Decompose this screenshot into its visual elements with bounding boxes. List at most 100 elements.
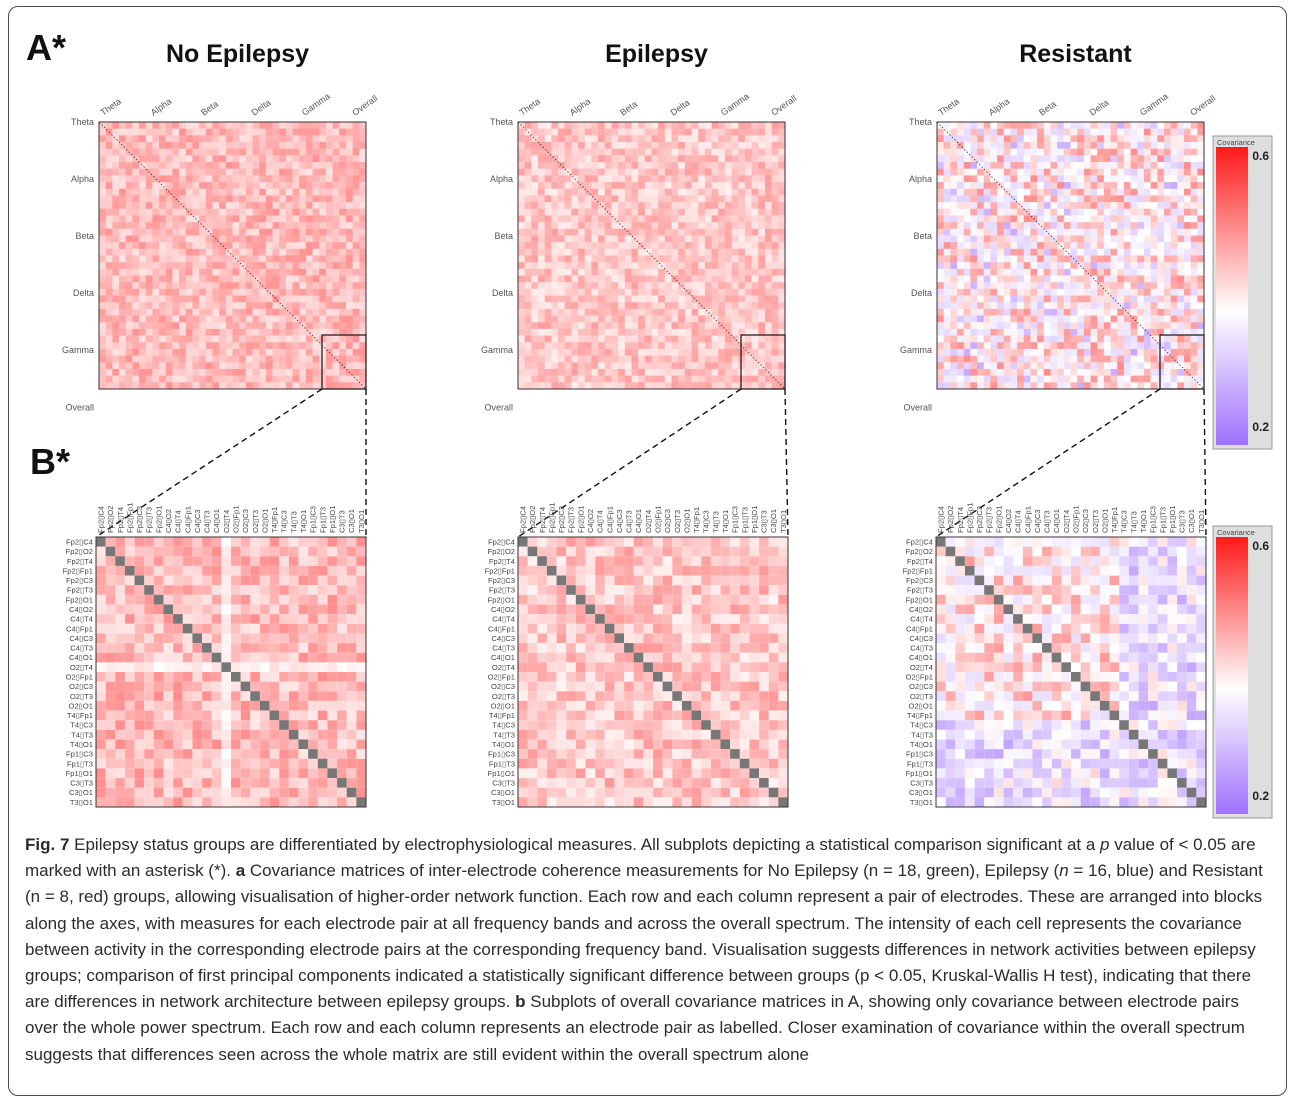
matrix-cell — [307, 575, 319, 586]
matrix-cell — [163, 575, 174, 586]
matrix-cell — [671, 342, 679, 350]
matrix-cell — [664, 355, 672, 363]
matrix-cell — [594, 681, 606, 692]
matrix-cell — [658, 375, 666, 383]
matrix-cell — [624, 348, 632, 356]
matrix-cell — [159, 262, 167, 270]
matrix-cell — [252, 375, 260, 383]
matrix-cell — [152, 308, 160, 316]
matrix-cell — [112, 228, 120, 236]
matrix-cell — [269, 585, 280, 596]
matrix-cell — [729, 652, 741, 663]
matrix-cell — [564, 328, 572, 336]
matrix-cell — [564, 262, 572, 270]
matrix-cell — [537, 691, 548, 702]
matrix-cell — [771, 342, 779, 350]
matrix-cell — [758, 594, 770, 605]
matrix-cell — [179, 208, 187, 216]
matrix-cell — [658, 168, 666, 176]
matrix-cell — [356, 604, 367, 615]
matrix-cell — [250, 768, 261, 779]
matrix-cell — [182, 681, 193, 692]
matrix-cell — [671, 142, 679, 149]
matrix-cell — [163, 758, 174, 769]
matrix-cell — [212, 328, 220, 336]
matrix-cell — [192, 575, 203, 586]
matrix-cell — [119, 202, 126, 210]
matrix-cell — [524, 348, 532, 356]
matrix-cell — [710, 642, 721, 654]
matrix-cell — [558, 122, 566, 129]
matrix-cell — [192, 135, 200, 143]
matrix-cell — [698, 168, 706, 176]
matrix-cell — [298, 642, 309, 654]
matrix-cell — [182, 556, 193, 567]
matrix-cell — [119, 368, 126, 376]
matrix-cell — [564, 268, 572, 276]
matrix-cell — [584, 308, 592, 316]
matrix-cell — [558, 162, 566, 170]
matrix-cell — [564, 322, 572, 330]
matrix-cell — [285, 248, 293, 256]
matrix-cell — [105, 633, 116, 644]
matrix-cell — [205, 175, 213, 183]
matrix-cell — [744, 302, 752, 310]
matrix-cell — [731, 248, 739, 256]
matrix-cell — [578, 188, 586, 196]
matrix-cell — [144, 604, 155, 615]
matrix-cell — [531, 342, 539, 350]
matrix-cell — [672, 720, 683, 731]
matrix-cell — [279, 168, 287, 176]
matrix-cell — [132, 228, 140, 236]
matrix-cell — [744, 122, 752, 129]
matrix-cell — [758, 700, 770, 711]
matrix-cell — [145, 322, 153, 330]
matrix-cell — [651, 375, 659, 383]
matrix-cell — [211, 565, 222, 576]
matrix-cell — [299, 268, 307, 276]
matrix-cell — [352, 295, 360, 303]
matrix-cell — [112, 382, 120, 390]
matrix-cell — [749, 681, 760, 692]
matrix-cell — [738, 308, 746, 316]
pair-row-label: T4▯T3 — [71, 730, 93, 739]
matrix-cell — [598, 148, 606, 156]
matrix-cell — [230, 613, 241, 625]
matrix-cell — [332, 208, 340, 216]
matrix-cell — [631, 275, 639, 283]
matrix-cell — [578, 222, 586, 230]
matrix-cell — [739, 575, 750, 586]
matrix-cell — [556, 671, 567, 682]
matrix-cell — [201, 575, 213, 586]
matrix-cell — [165, 195, 173, 203]
matrix-cell — [119, 355, 126, 363]
matrix-cell — [288, 642, 299, 654]
matrix-cell — [758, 382, 766, 390]
diagonal-cell — [681, 700, 692, 711]
pair-col-label: Fp2▯T3 — [567, 507, 576, 533]
matrix-cell — [159, 362, 167, 370]
matrix-cell — [591, 288, 599, 296]
matrix-cell — [578, 162, 586, 170]
matrix-cell — [527, 613, 538, 625]
matrix-cell — [219, 382, 227, 390]
matrix-cell — [339, 122, 347, 129]
matrix-cell — [691, 613, 702, 625]
matrix-cell — [618, 135, 626, 143]
matrix-cell — [531, 175, 539, 183]
matrix-cell — [578, 288, 586, 296]
matrix-cell — [319, 275, 327, 283]
matrix-cell — [652, 556, 663, 567]
matrix-cell — [744, 135, 752, 143]
matrix-cell — [219, 228, 227, 236]
matrix-cell — [225, 382, 233, 390]
matrix-cell — [704, 122, 712, 129]
matrix-cell — [518, 288, 525, 296]
matrix-cell — [163, 729, 174, 740]
matrix-cell — [538, 222, 545, 230]
matrix-cell — [356, 729, 367, 740]
matrix-cell — [644, 302, 652, 310]
matrix-cell — [305, 188, 313, 196]
matrix-cell — [105, 122, 113, 129]
matrix-cell — [658, 295, 666, 303]
